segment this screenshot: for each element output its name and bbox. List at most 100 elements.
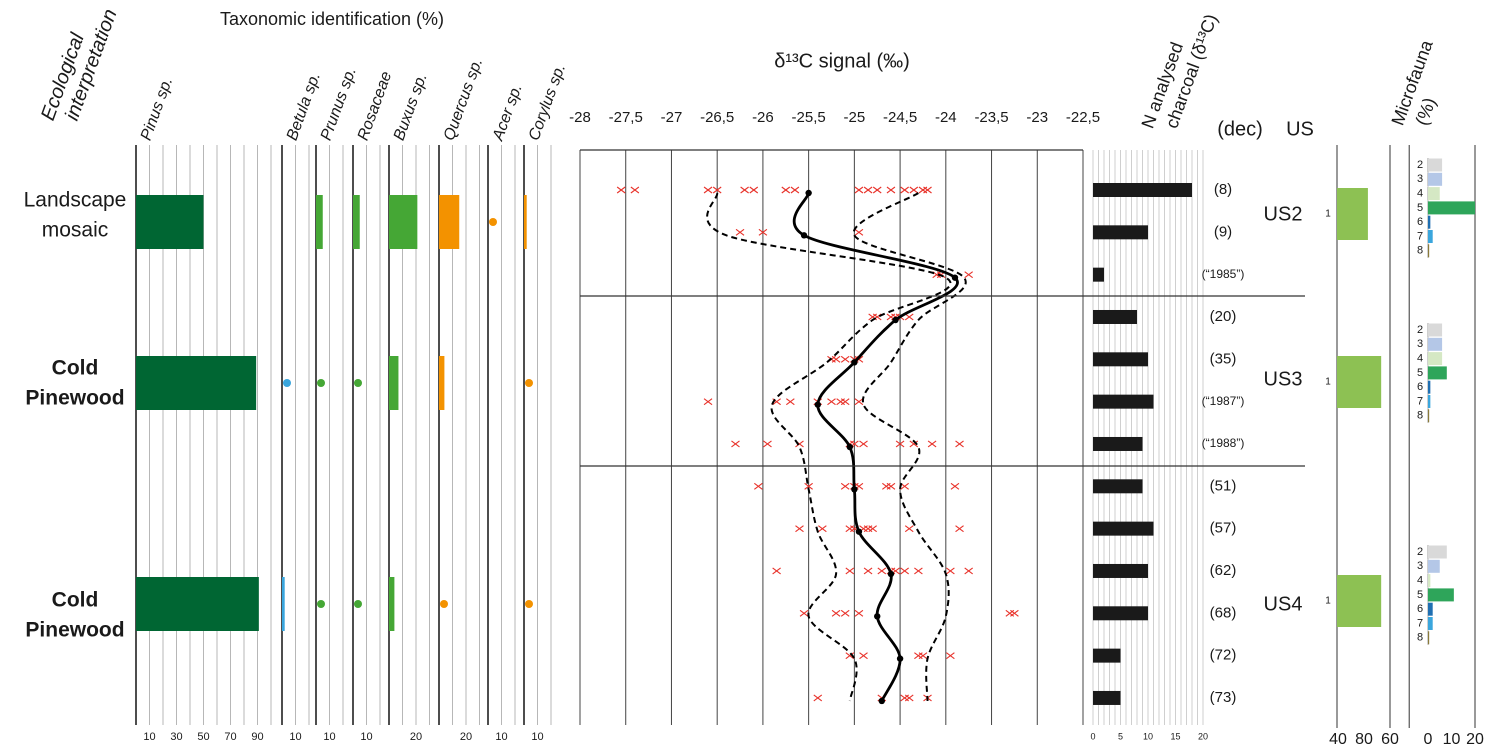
mean-dot [814, 401, 821, 408]
mean-line [792, 192, 959, 702]
x-tick-label: 90 [251, 731, 263, 743]
cross [616, 186, 626, 194]
category-label: 6 [1417, 603, 1423, 615]
measurement [909, 186, 919, 194]
measurement [840, 482, 850, 490]
x-tick-label: 30 [170, 731, 182, 743]
bar [1428, 352, 1443, 366]
mean-dot [874, 613, 881, 620]
measurement [840, 609, 850, 617]
category-label: (51) [1210, 477, 1237, 494]
category-label: 7 [1417, 395, 1423, 407]
measurement [955, 440, 964, 448]
measurement [749, 186, 759, 194]
bar [1428, 380, 1431, 394]
bar [282, 577, 285, 631]
measurement [818, 525, 827, 533]
cross [904, 313, 914, 321]
cross [703, 398, 713, 406]
bar [1428, 215, 1431, 229]
bar [1428, 158, 1443, 172]
unit-label: US3 [1264, 368, 1303, 390]
measurement [840, 398, 850, 406]
presence-dot [489, 218, 497, 226]
measurement [900, 694, 909, 702]
eco-label: Cold [52, 357, 99, 380]
measurement [854, 186, 864, 194]
bar [1428, 617, 1433, 630]
x-tick-label: -26,5 [700, 109, 734, 126]
cross [909, 186, 919, 194]
eco-label: mosaic [42, 219, 109, 242]
bar [1428, 323, 1443, 337]
measurement [790, 186, 800, 194]
bar [1428, 366, 1447, 380]
cross [1010, 609, 1019, 617]
taxon-name: Prunus sp. [318, 65, 360, 143]
measurement [914, 652, 923, 660]
bar [1093, 648, 1121, 663]
units-header: US [1286, 118, 1314, 140]
x-tick-label: -22,5 [1066, 109, 1100, 126]
category-label: 4 [1417, 353, 1423, 365]
bar-label: 1 [1325, 377, 1331, 388]
mean-dot [846, 443, 853, 451]
taxon-name: Buxus sp. [391, 71, 431, 143]
mean-dot [951, 274, 959, 281]
cross [955, 440, 964, 448]
cross [840, 398, 850, 406]
bar [1337, 356, 1382, 408]
cross [827, 398, 836, 406]
category-label: (9) [1214, 223, 1232, 240]
category-label: 2 [1417, 546, 1423, 558]
cross [772, 567, 781, 575]
bar [389, 577, 395, 631]
x-tick-label: 10 [1143, 731, 1153, 741]
cross [868, 525, 877, 533]
cross [859, 440, 868, 448]
x-tick-label: -25,5 [792, 109, 826, 126]
unit-label: US2 [1264, 203, 1303, 225]
category-label: 2 [1417, 159, 1423, 171]
category-label: 3 [1417, 560, 1423, 572]
bar [1093, 436, 1143, 451]
x-tick-label: 0 [1424, 731, 1433, 748]
bar [524, 195, 527, 249]
cross [845, 652, 855, 660]
category-label: 8 [1417, 410, 1423, 422]
measurement [886, 186, 896, 194]
measurement [859, 440, 868, 448]
cross [964, 567, 974, 575]
cross [877, 567, 887, 575]
measurement [795, 525, 804, 533]
cross [900, 186, 909, 194]
x-tick-label: 70 [224, 731, 236, 743]
measurement [964, 271, 974, 279]
presence-dot [283, 379, 291, 387]
measurement [950, 482, 960, 490]
cross [863, 567, 873, 575]
bar [1093, 309, 1137, 324]
bar [1428, 559, 1440, 573]
measurement [1010, 609, 1019, 617]
cross [831, 609, 841, 617]
mean-dot [896, 655, 904, 662]
measurement [918, 186, 928, 194]
measurement [854, 398, 864, 406]
cross [927, 440, 937, 448]
measurement [904, 313, 914, 321]
category-label: (62) [1210, 562, 1237, 579]
measurement [758, 228, 768, 236]
category-label: 4 [1417, 188, 1423, 200]
cross [904, 694, 914, 702]
measurement [712, 186, 722, 194]
measurement [895, 440, 905, 448]
mean-dot [892, 316, 899, 324]
taxon-name: Corylus sp. [526, 62, 569, 143]
taxon-name: Quercus sp. [441, 56, 486, 143]
cross [735, 228, 745, 236]
cross [840, 609, 850, 617]
category-label: 3 [1417, 173, 1423, 185]
bar [353, 195, 360, 249]
measurement [831, 609, 841, 617]
